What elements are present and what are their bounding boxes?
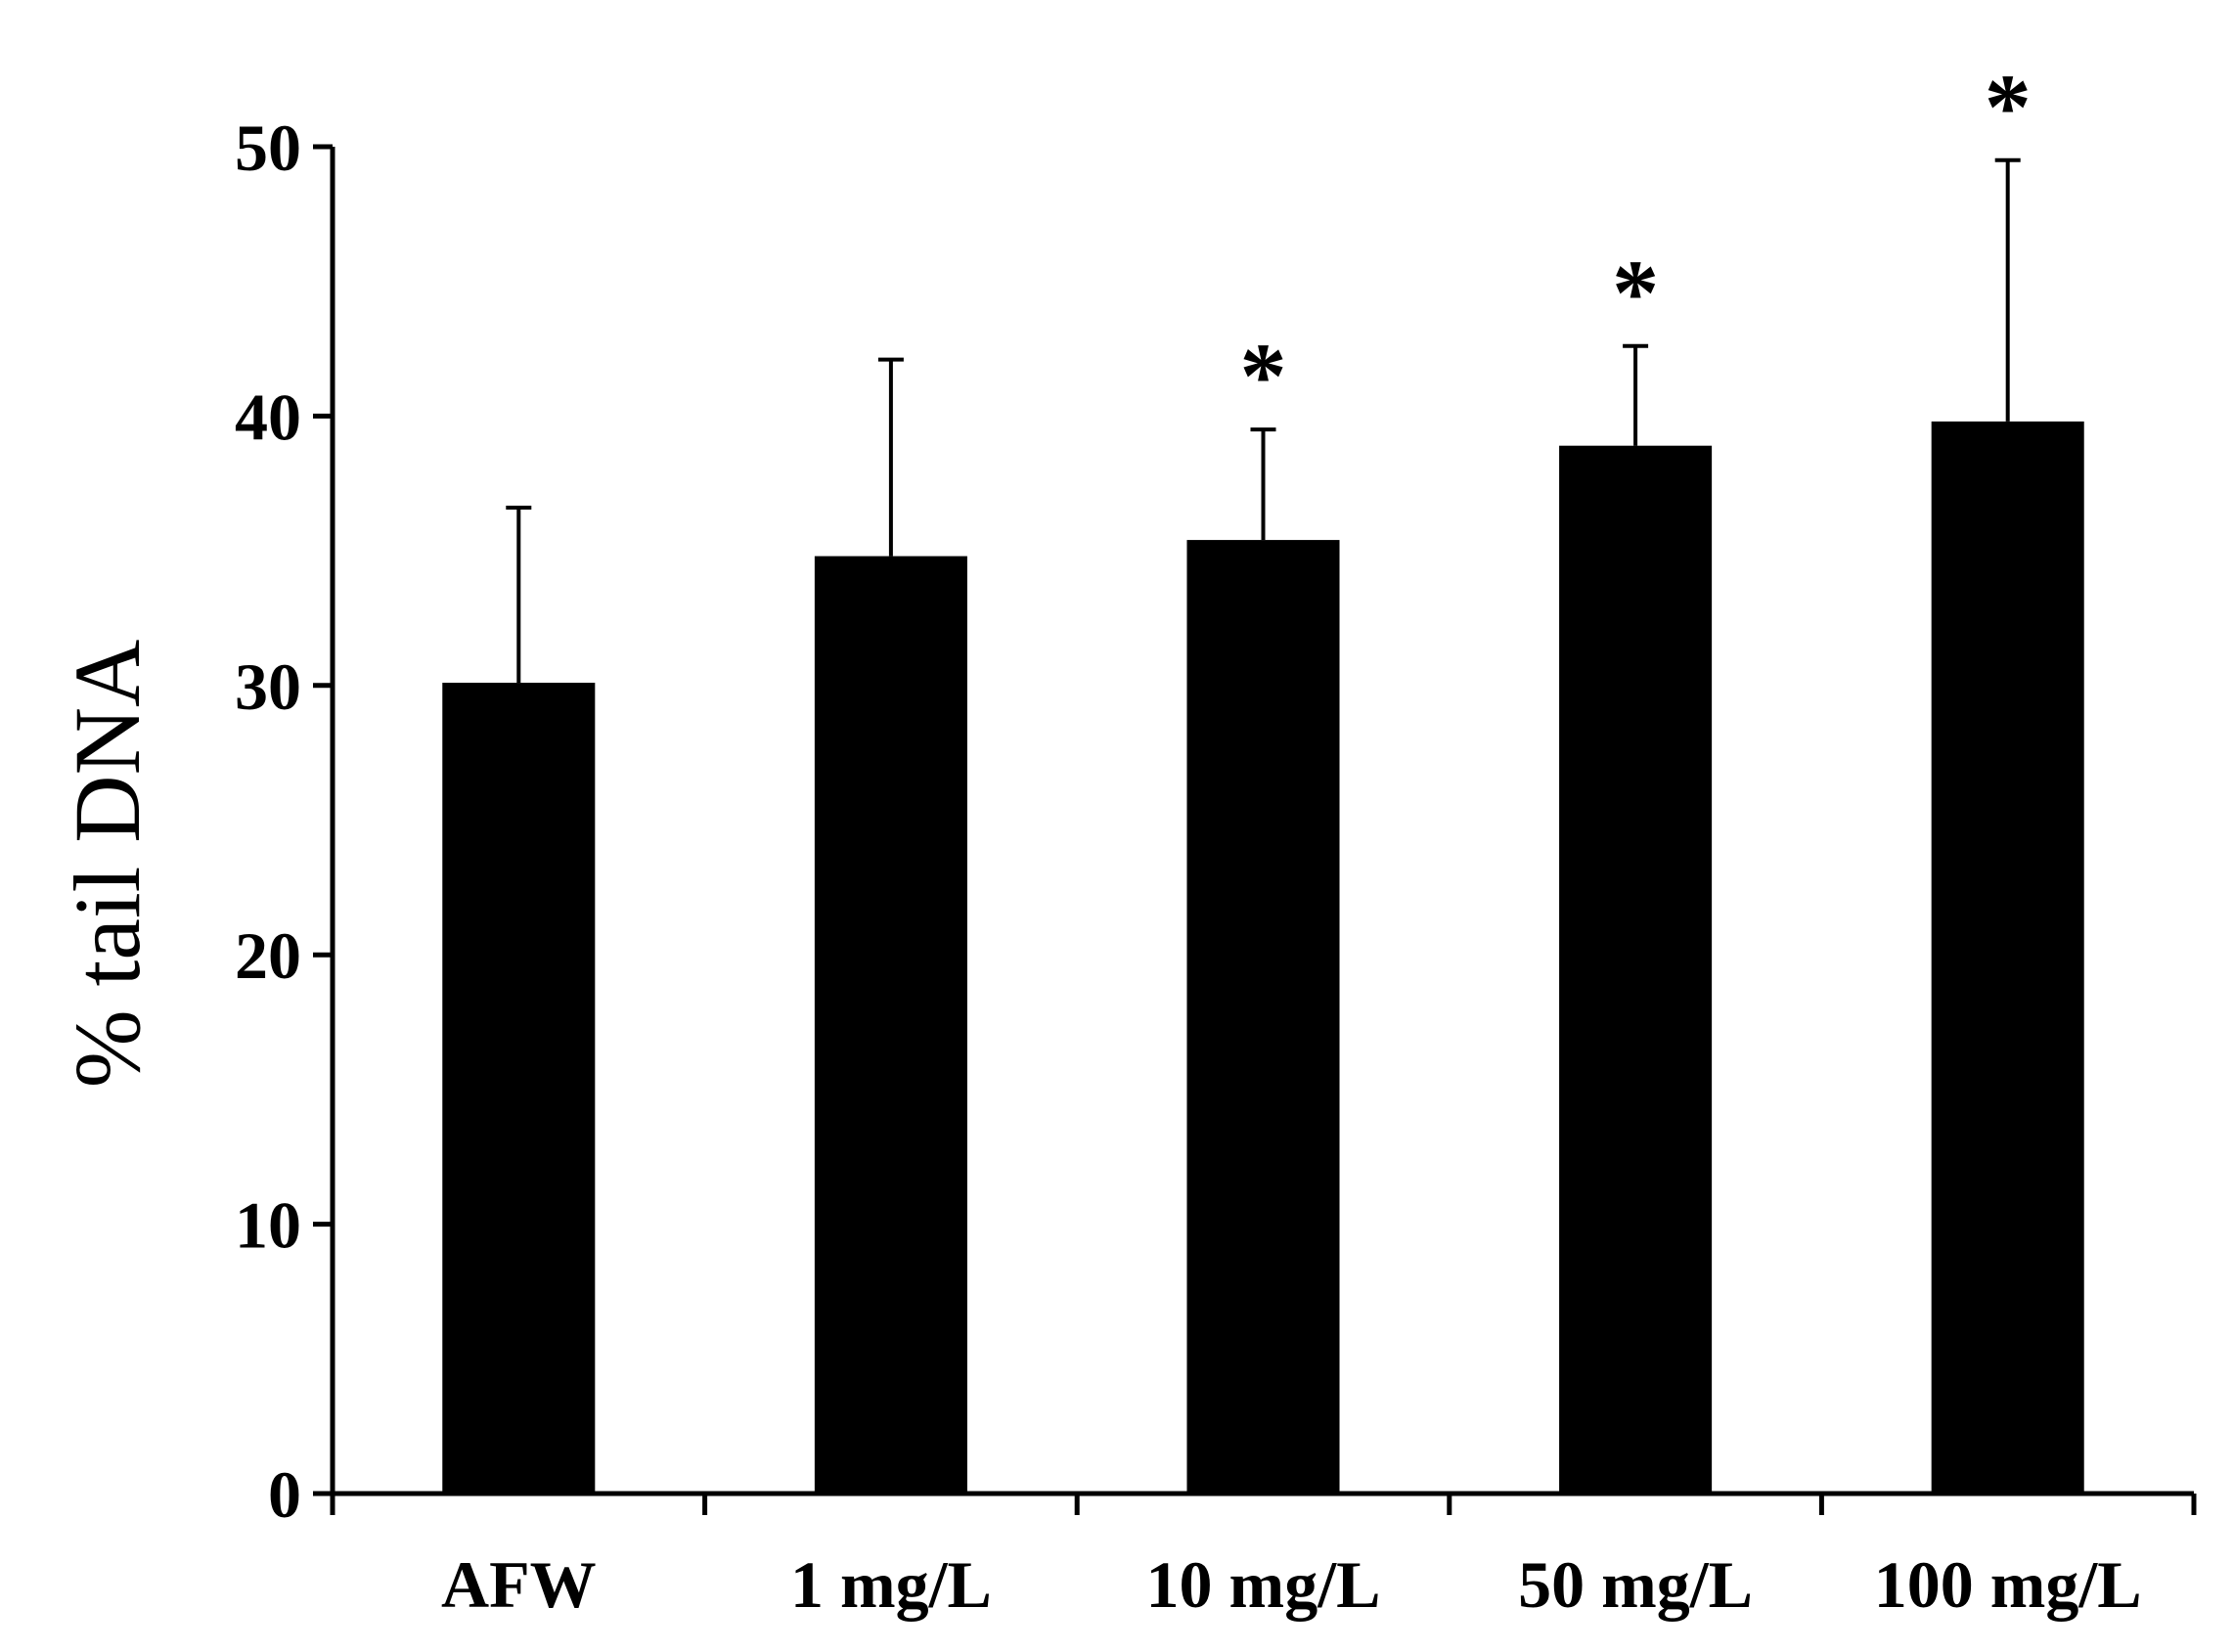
y-axis: 0 10 20 30 40 50 — [235, 111, 335, 1532]
y-tick-label: 20 — [235, 918, 301, 993]
x-axis: AFW 1 mg/L 10 mg/L 50 mg/L 100 mg/L — [330, 1491, 2197, 1622]
x-tick-label: 1 mg/L — [790, 1547, 992, 1622]
bar — [1931, 421, 2084, 1495]
y-tick-label: 40 — [235, 380, 301, 454]
significance-asterisk: * — [1985, 55, 2032, 159]
x-tick-label: 100 mg/L — [1874, 1547, 2142, 1622]
bar — [1186, 540, 1340, 1494]
y-axis-label: % tail DNA — [55, 640, 159, 1089]
significance-asterisk: * — [1240, 324, 1287, 428]
bar — [442, 683, 596, 1494]
y-tick-label: 0 — [268, 1457, 301, 1532]
error-bars — [506, 157, 2021, 684]
bar — [814, 556, 967, 1494]
x-tick-label: AFW — [441, 1547, 597, 1622]
x-tick-label: 50 mg/L — [1518, 1547, 1753, 1622]
significance-asterisk: * — [1612, 241, 1659, 345]
bars — [442, 421, 2084, 1495]
y-tick-label: 50 — [235, 111, 301, 185]
significance-markers: * * * — [1240, 55, 2032, 428]
x-tick-label: 10 mg/L — [1146, 1547, 1381, 1622]
y-tick-label: 10 — [235, 1188, 301, 1263]
y-tick-label: 30 — [235, 649, 301, 724]
bar — [1559, 445, 1713, 1495]
